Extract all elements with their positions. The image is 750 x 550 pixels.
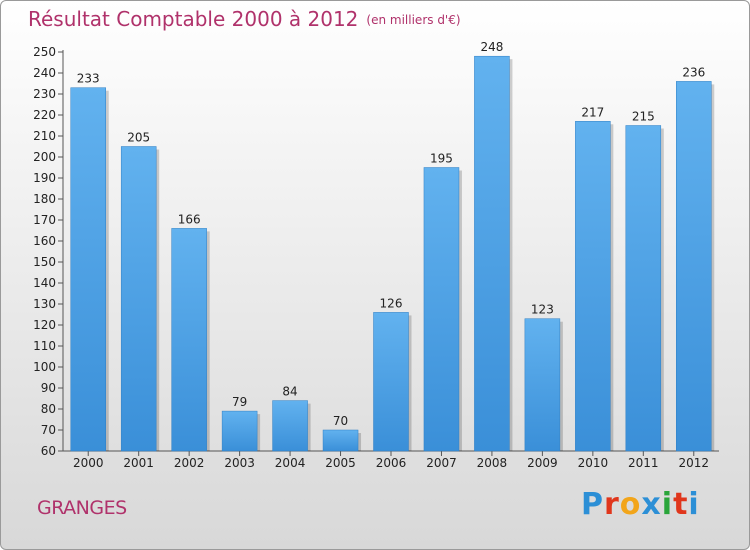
bar-2002 <box>171 228 207 452</box>
y-tick-label: 140 <box>33 276 56 290</box>
x-tick-label: 2008 <box>477 456 508 470</box>
bar-value-label: 123 <box>531 303 554 317</box>
chart-axes: 60 70 80 90 100 110 120 130 140 150 160 170 180 190 20… <box>33 45 719 470</box>
x-tick-label: 2009 <box>527 456 558 470</box>
y-tick-label: 240 <box>33 66 56 80</box>
bar-value-label: 248 <box>480 40 503 54</box>
bar-2005 <box>322 429 359 452</box>
bar-2008 <box>474 55 510 452</box>
logo-letter: o <box>619 487 642 522</box>
bar-2010 <box>575 121 611 452</box>
y-tick-label: 110 <box>33 339 56 353</box>
y-tick-label: 230 <box>33 87 56 101</box>
y-tick-label: 170 <box>33 213 56 227</box>
logo-letter: P <box>581 487 604 522</box>
logo-letter: t <box>673 487 689 522</box>
bar-value-label: 70 <box>333 414 348 428</box>
y-tick-label: 160 <box>33 234 56 248</box>
y-tick-label: 60 <box>41 444 56 458</box>
chart-title: Résultat Comptable 2000 à 2012 (en millie… <box>28 7 461 31</box>
bar-value-label: 166 <box>178 212 201 226</box>
x-tick-label: 2011 <box>628 456 659 470</box>
y-tick-label: 80 <box>41 402 56 416</box>
logo-letter: i <box>688 487 700 522</box>
x-tick-label: 2002 <box>174 456 205 470</box>
bar-2006 <box>373 312 409 452</box>
chart-subtitle: (en milliers d'€) <box>366 13 461 27</box>
y-tick-label: 70 <box>41 423 56 437</box>
logo-letter: i <box>661 487 674 522</box>
chart-labels: 233 205 166 79 84 70 126 195 248 123 217 215 236 <box>77 40 705 428</box>
x-tick-label: 2012 <box>678 456 709 470</box>
bar-value-label: 79 <box>232 395 247 409</box>
x-tick-label: 2003 <box>224 456 255 470</box>
y-tick-label: 180 <box>33 192 56 206</box>
bar-value-label: 217 <box>581 105 604 119</box>
y-tick-label: 200 <box>33 150 56 164</box>
y-tick-label: 150 <box>33 255 56 269</box>
bar-value-label: 205 <box>127 131 150 145</box>
y-tick-label: 90 <box>41 381 56 395</box>
y-tick-label: 220 <box>33 108 56 122</box>
bar-2011 <box>625 125 662 452</box>
x-tick-label: 2006 <box>376 456 407 470</box>
y-tick-label: 190 <box>33 171 56 185</box>
bar-value-label: 215 <box>632 110 655 124</box>
y-tick-label: 130 <box>33 297 56 311</box>
bar-2012 <box>676 81 712 452</box>
bar-2004 <box>272 400 308 452</box>
bar-2001 <box>120 146 157 452</box>
proxiti-logo[interactable]: Proxiti <box>581 487 700 522</box>
x-tick-label: 2001 <box>123 456 154 470</box>
bar-2007 <box>423 167 460 452</box>
x-tick-label: 2000 <box>73 456 104 470</box>
x-tick-label: 2004 <box>275 456 306 470</box>
bar-2003 <box>221 410 258 452</box>
logo-letter: x <box>641 487 662 522</box>
bar-value-label: 236 <box>682 65 705 79</box>
bar-value-label: 126 <box>380 296 403 310</box>
y-tick-label: 120 <box>33 318 56 332</box>
chart-bars <box>70 55 715 452</box>
bar-value-label: 84 <box>282 385 297 399</box>
y-tick-label: 250 <box>33 45 56 59</box>
chart-title-text: Résultat Comptable 2000 à 2012 <box>28 7 359 31</box>
bar-2009 <box>524 318 561 452</box>
y-tick-label: 210 <box>33 129 56 143</box>
bar-value-label: 195 <box>430 152 453 166</box>
x-tick-label: 2005 <box>325 456 356 470</box>
y-tick-label: 100 <box>33 360 56 374</box>
x-tick-label: 2010 <box>578 456 609 470</box>
commune-name: GRANGES <box>37 497 127 519</box>
bar-2000 <box>70 87 106 452</box>
x-tick-label: 2007 <box>426 456 457 470</box>
logo-letter: r <box>604 487 620 522</box>
bar-value-label: 233 <box>77 72 100 86</box>
